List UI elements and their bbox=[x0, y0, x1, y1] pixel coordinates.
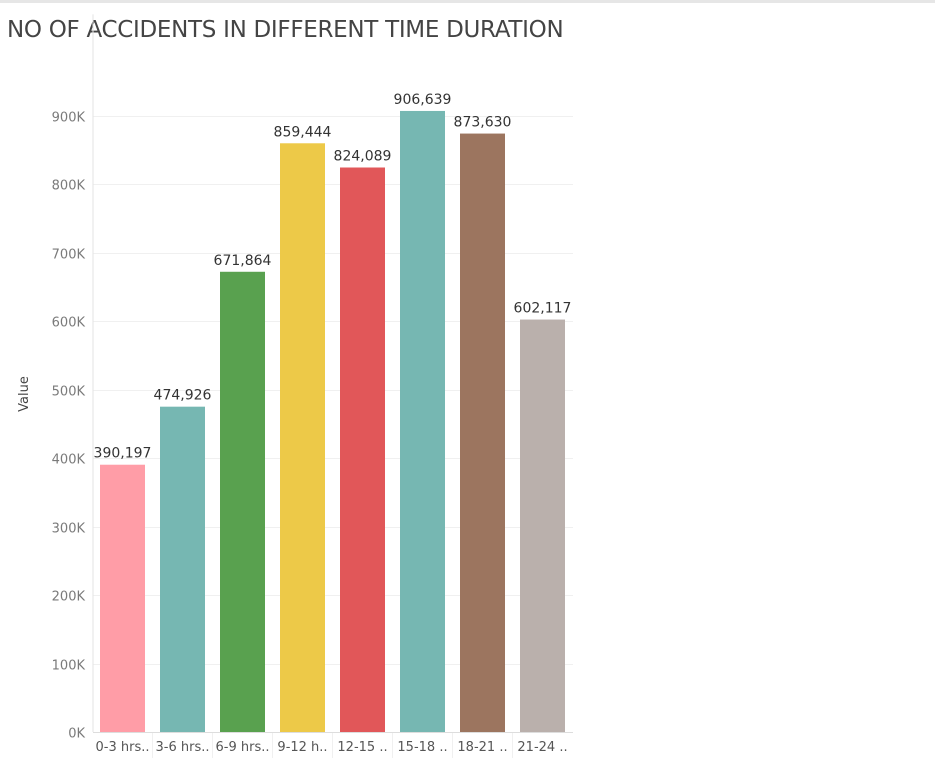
y-axis-title: Value bbox=[17, 376, 32, 412]
x-category-label: 21-24 .. bbox=[517, 740, 567, 755]
x-category-label: 15-18 .. bbox=[397, 740, 447, 755]
bar-data-label: 390,197 bbox=[94, 446, 152, 462]
y-tick-label: 900K bbox=[52, 111, 86, 126]
bar-data-label: 906,639 bbox=[394, 92, 452, 108]
y-tick-label: 700K bbox=[52, 248, 86, 263]
bar bbox=[220, 271, 265, 732]
y-tick-label: 500K bbox=[52, 385, 86, 400]
y-tick-label: 300K bbox=[52, 522, 86, 537]
x-category-label: 9-12 h.. bbox=[277, 740, 327, 755]
bar bbox=[280, 143, 325, 732]
bar-data-label: 671,864 bbox=[214, 253, 272, 269]
bar-data-label: 859,444 bbox=[274, 124, 332, 140]
bar bbox=[520, 319, 565, 732]
y-tick-label: 400K bbox=[52, 453, 86, 468]
x-axis: 0-3 hrs.. 3-6 hrs.. 6-9 hrs.. 9-12 h.. 12-15… bbox=[96, 733, 568, 758]
y-tick-label: 100K bbox=[52, 659, 86, 674]
chart-title: NO OF ACCIDENTS IN DIFFERENT TIME DURATI… bbox=[7, 17, 564, 43]
x-category-label: 6-9 hrs.. bbox=[216, 740, 270, 755]
x-category-label: 3-6 hrs.. bbox=[156, 740, 210, 755]
bars bbox=[100, 110, 565, 733]
bar bbox=[160, 406, 205, 732]
bar bbox=[460, 133, 505, 732]
y-tick-label: 0K bbox=[68, 727, 85, 742]
bar-data-label: 824,089 bbox=[334, 148, 392, 164]
x-category-label: 12-15 .. bbox=[337, 740, 387, 755]
bar-data-label: 474,926 bbox=[154, 388, 212, 404]
bar bbox=[400, 110, 445, 733]
bar-data-label: 602,117 bbox=[514, 301, 572, 317]
y-tick-label: 200K bbox=[52, 590, 86, 605]
top-divider bbox=[0, 0, 935, 3]
x-category-label: 0-3 hrs.. bbox=[96, 740, 150, 755]
bar-data-label: 873,630 bbox=[454, 115, 512, 131]
y-tick-label: 800K bbox=[52, 179, 86, 194]
y-axis: 0K 100K 200K 300K 400K 500K 600K 700K 800K 900K bbox=[52, 14, 94, 742]
bar bbox=[340, 167, 385, 733]
x-category-label: 18-21 .. bbox=[457, 740, 507, 755]
bar bbox=[100, 464, 145, 732]
y-tick-label: 600K bbox=[52, 316, 86, 331]
